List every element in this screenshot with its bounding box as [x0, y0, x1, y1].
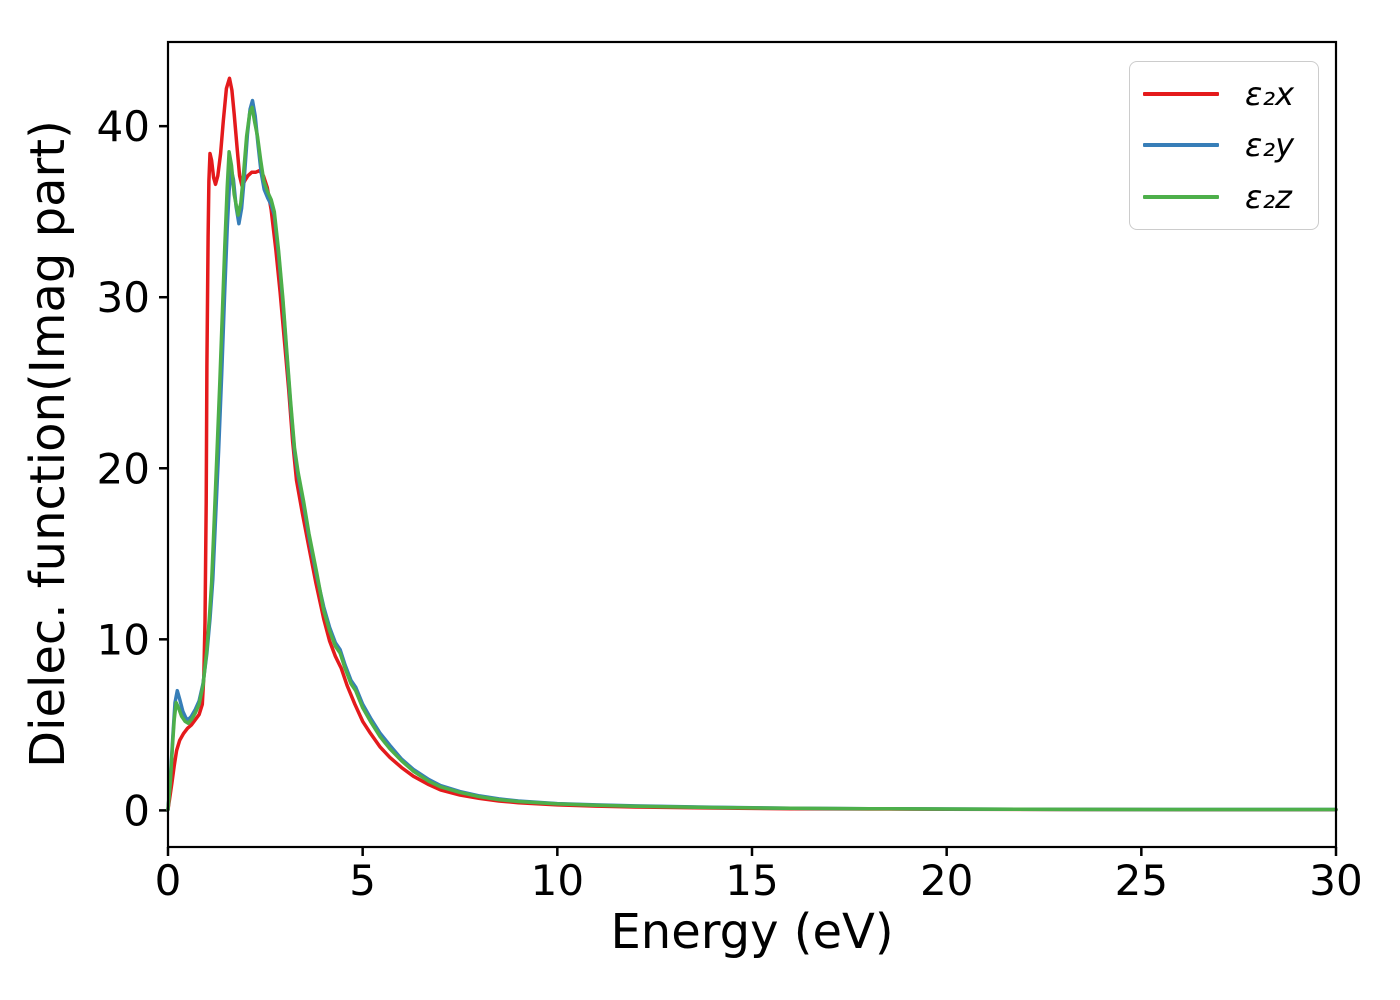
x-tick-label: 0: [155, 856, 182, 905]
series-line-2: [166, 105, 1338, 812]
legend-entry-1: ε₂y: [1130, 129, 1318, 161]
x-tick-label: 30: [1309, 856, 1362, 905]
y-tick-label: 10: [97, 615, 150, 664]
y-axis-ticks: 0 10 20 30 40: [97, 102, 168, 835]
legend-line-sample-0: [1143, 91, 1219, 96]
legend-label-2: ε₂z: [1245, 178, 1292, 217]
x-tick-label: 10: [531, 856, 584, 905]
y-tick-label: 20: [97, 444, 150, 493]
legend-label-0: ε₂x: [1245, 74, 1295, 113]
x-axis-label: Energy (eV): [610, 904, 894, 960]
x-axis-ticks: 0 5 10 15 20 25 30: [155, 847, 1363, 905]
legend-label-1: ε₂y: [1245, 126, 1295, 165]
legend: ε₂x ε₂y ε₂z: [1129, 61, 1319, 230]
y-tick-label: 0: [123, 786, 150, 835]
legend-entry-2: ε₂z: [1130, 181, 1318, 213]
y-tick-label: 30: [97, 273, 150, 322]
x-tick-label: 25: [1115, 856, 1168, 905]
legend-line-sample-1: [1143, 143, 1219, 148]
legend-line-sample-2: [1143, 195, 1219, 200]
x-tick-label: 5: [349, 856, 376, 905]
x-tick-label: 15: [725, 856, 778, 905]
y-tick-label: 40: [97, 102, 150, 151]
legend-entry-0: ε₂x: [1130, 78, 1318, 110]
y-axis-label: Dielec. function(Imag part): [20, 120, 76, 768]
x-tick-label: 20: [920, 856, 973, 905]
plot-border: [166, 40, 1338, 849]
